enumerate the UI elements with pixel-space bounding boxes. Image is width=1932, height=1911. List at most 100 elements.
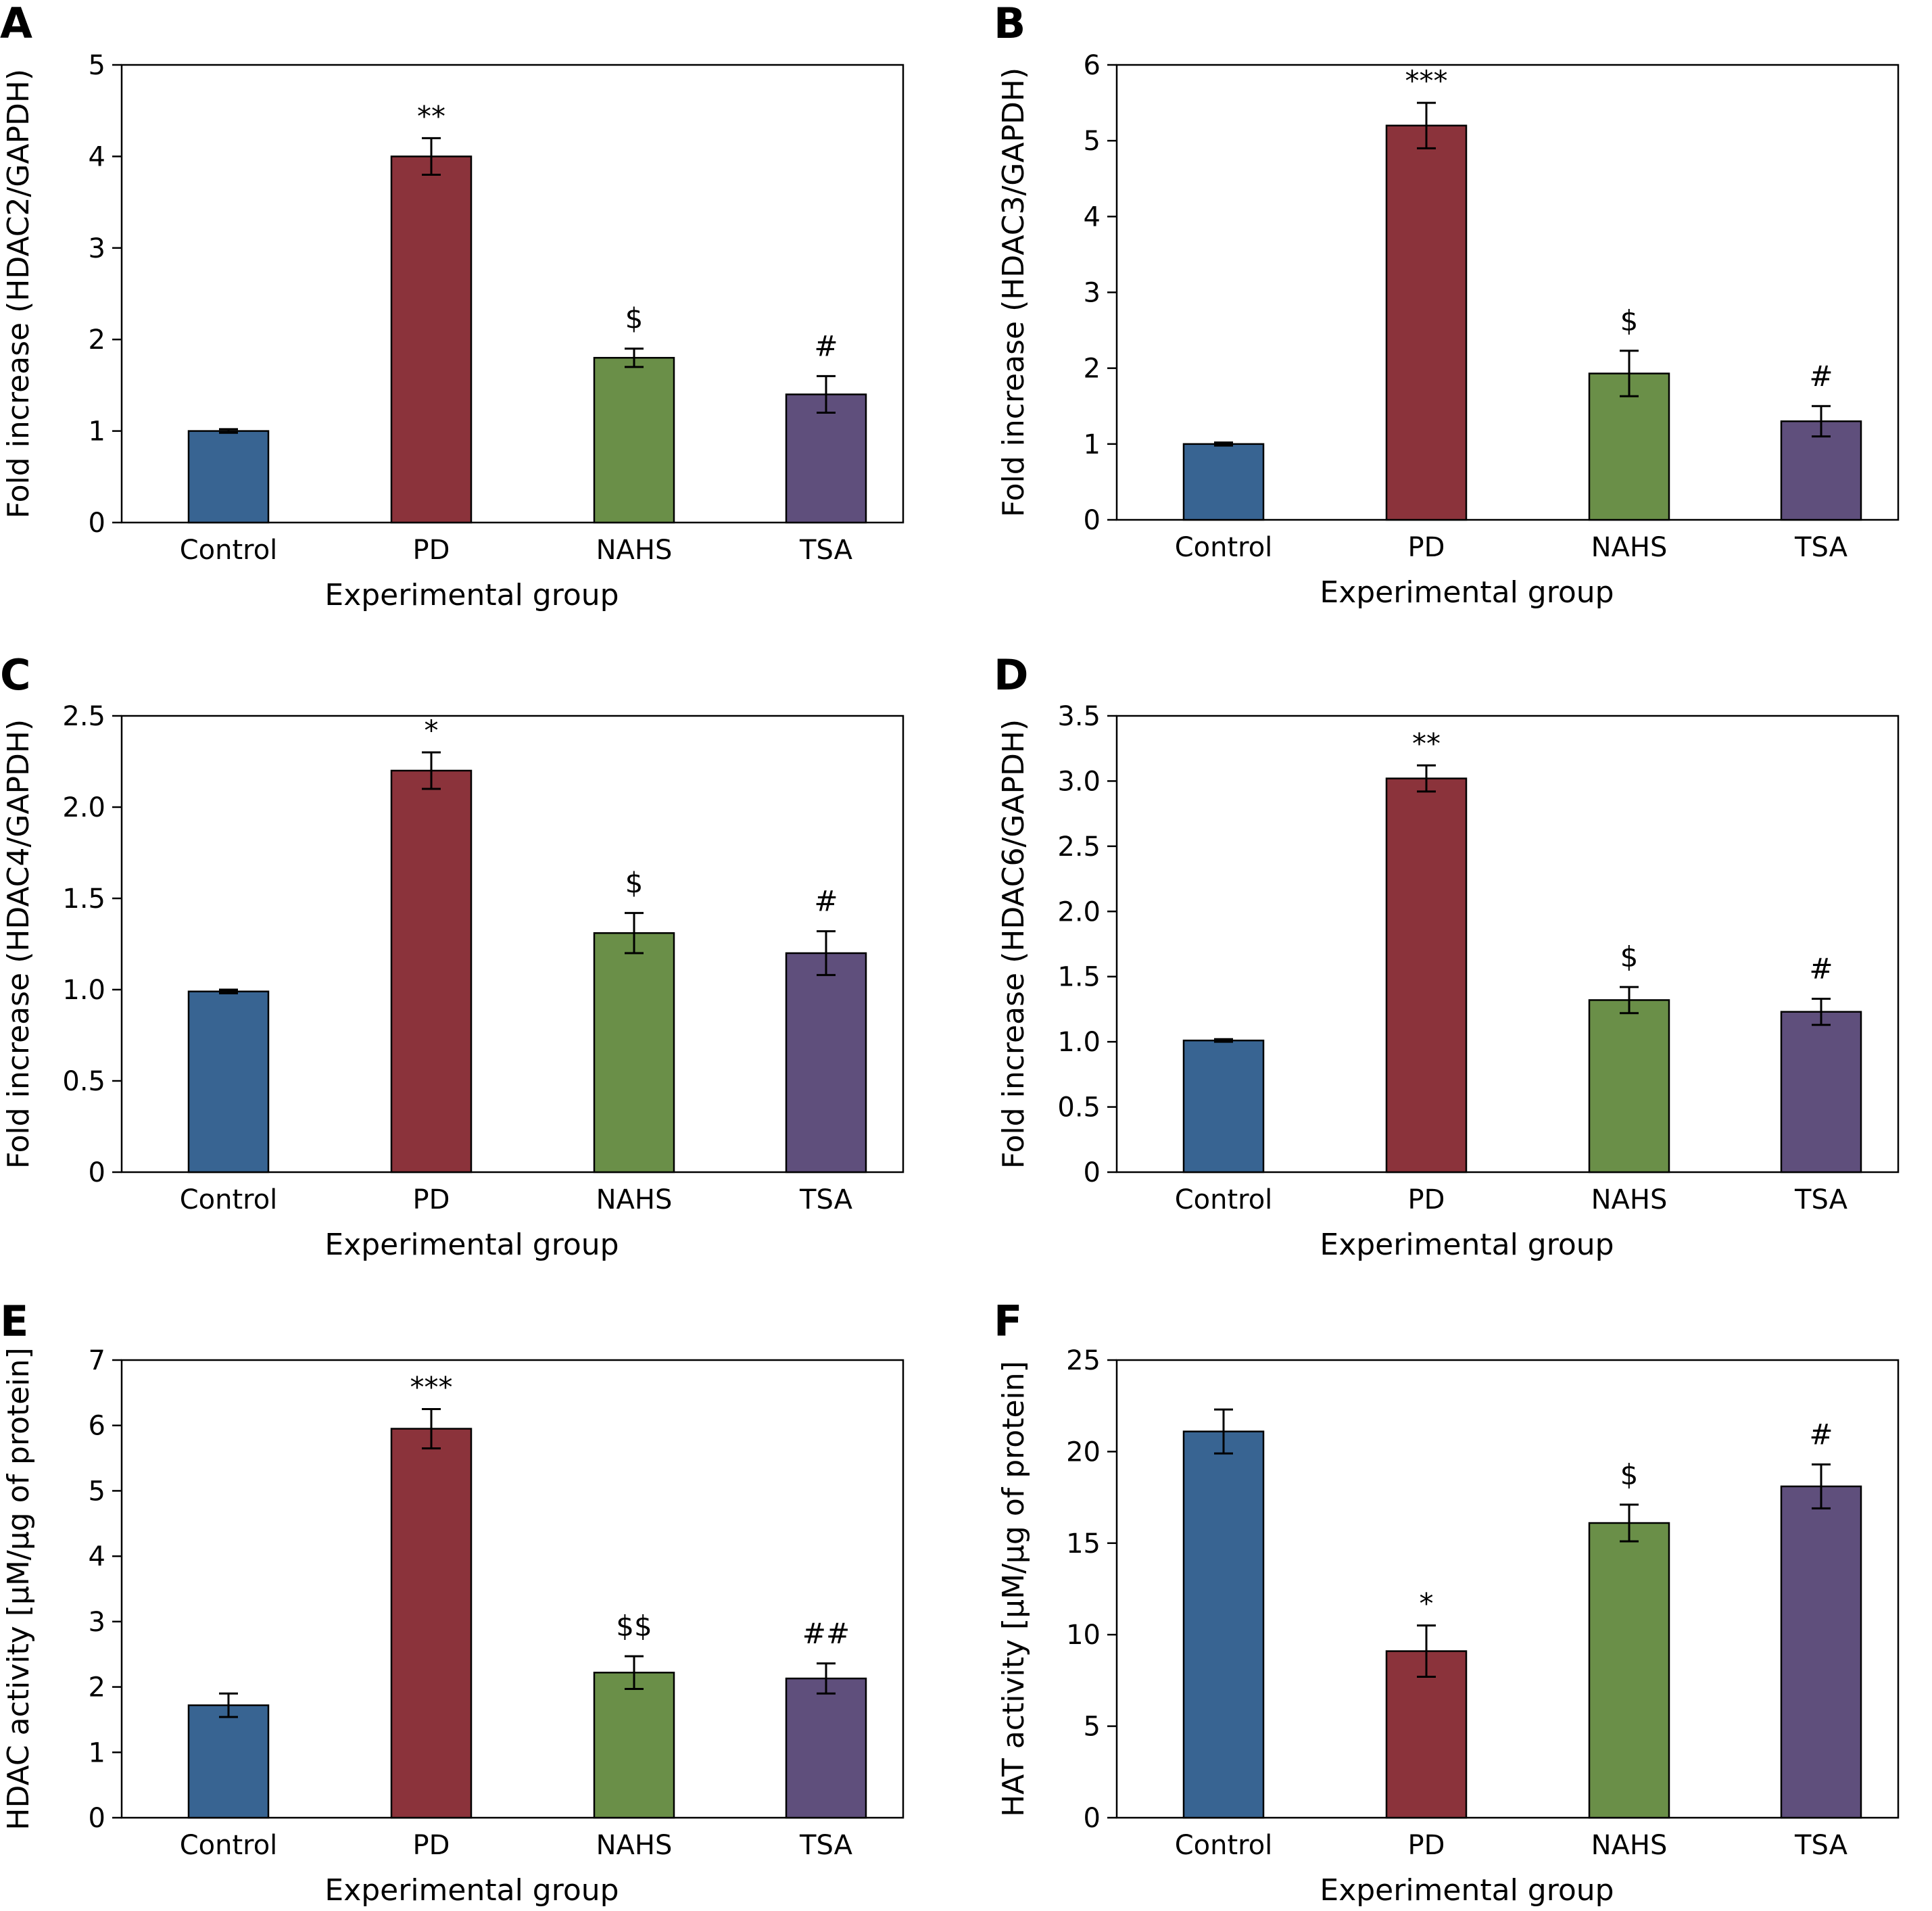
- bar-control: [1182, 443, 1265, 521]
- bar-nahs: [593, 1672, 675, 1819]
- y-tick-label: 2.0: [62, 792, 105, 823]
- y-tick-label: 5: [1084, 1712, 1101, 1743]
- y-tick-label: 3.0: [1057, 766, 1101, 797]
- significance-label: #: [814, 329, 838, 362]
- chart-panel-d: D 0 0.5 1.0 1.5 2.0 2.5 3.0 3.5 Control ** PD $ NAHS #…: [994, 650, 1900, 1262]
- error-bar: [1214, 1038, 1233, 1043]
- error-bar: [625, 347, 644, 368]
- y-tick-label: 0: [89, 1157, 105, 1188]
- y-axis-title: Fold increase (HDAC4/GAPDH): [1, 719, 36, 1169]
- bar-tsa: [1780, 1485, 1862, 1819]
- y-axis-title: Fold increase (HDAC2/GAPDH): [1, 69, 36, 518]
- y-tick-label: 2.5: [1057, 831, 1101, 863]
- bar-nahs: [593, 357, 675, 524]
- error-bar: [1214, 441, 1233, 447]
- significance-label: **: [417, 99, 445, 132]
- chart-panel-e: E 0 1 2 3 4 5 6 7 Control *** PD $$ NAHS ## TSA Experime…: [0, 1297, 904, 1908]
- bar-pd: [1385, 777, 1468, 1174]
- y-tick-label: 2.0: [1057, 896, 1101, 927]
- panel-letter: D: [994, 650, 1028, 700]
- y-axis-title: HAT activity [µM/µg of protein]: [996, 1361, 1031, 1817]
- x-tick-label: NAHS: [1591, 532, 1668, 563]
- plot-frame: [120, 64, 904, 524]
- x-tick-label: TSA: [1794, 1830, 1848, 1861]
- error-bar: [422, 137, 441, 176]
- bar-nahs: [1588, 372, 1670, 521]
- bar-pd: [390, 769, 473, 1174]
- error-bar: [1620, 986, 1639, 1015]
- x-tick-label: PD: [413, 1830, 450, 1861]
- y-tick-label: 3: [89, 233, 105, 264]
- x-tick-label: PD: [1408, 1184, 1445, 1215]
- x-tick-label: TSA: [799, 1830, 853, 1861]
- error-bar: [1214, 1408, 1233, 1455]
- y-tick-label: 1.0: [62, 975, 105, 1006]
- x-tick-label: TSA: [799, 1184, 853, 1215]
- error-bar: [817, 930, 836, 976]
- chart-panel-a: A 0 1 2 3 4 5 Control ** PD $ NAHS # TSA Experimental …: [0, 0, 904, 612]
- x-tick-label: NAHS: [596, 1830, 673, 1861]
- error-bar: [1812, 1463, 1831, 1509]
- error-bar: [817, 374, 836, 414]
- significance-label: ***: [410, 1371, 453, 1404]
- significance-label: *: [425, 714, 439, 747]
- y-tick-label: 4: [89, 141, 105, 172]
- plot-frame: [120, 1359, 904, 1819]
- panel-letter: B: [994, 0, 1025, 48]
- x-axis-title: Experimental group: [1320, 575, 1614, 610]
- bar-tsa: [785, 952, 867, 1174]
- panel-letter: C: [0, 650, 31, 700]
- bar-tsa: [785, 1677, 867, 1819]
- y-tick-label: 10: [1066, 1620, 1101, 1651]
- x-axis-title: Experimental group: [1320, 1873, 1614, 1908]
- x-tick-label: PD: [413, 535, 450, 566]
- y-tick-label: 4: [1084, 201, 1101, 233]
- y-tick-label: 25: [1066, 1345, 1101, 1376]
- plot-frame: [120, 715, 904, 1174]
- x-axis-title: Experimental group: [324, 1228, 619, 1262]
- y-axis-title: Fold increase (HDAC6/GAPDH): [996, 719, 1031, 1169]
- plot-frame: [1115, 1359, 1900, 1819]
- bar-nahs: [1588, 1522, 1670, 1819]
- y-tick-label: 0: [89, 508, 105, 539]
- y-tick-label: 1: [89, 416, 105, 447]
- x-tick-label: NAHS: [1591, 1830, 1668, 1861]
- y-tick-label: 0: [1084, 1157, 1101, 1188]
- bar-control: [187, 990, 270, 1174]
- y-tick-label: 0.5: [1057, 1092, 1101, 1123]
- x-axis-title: Experimental group: [1320, 1228, 1614, 1262]
- y-tick-label: 2.5: [62, 701, 105, 732]
- x-tick-label: NAHS: [596, 535, 673, 566]
- y-tick-label: 7: [89, 1345, 105, 1376]
- x-tick-label: TSA: [799, 535, 853, 566]
- y-tick-label: 3: [1084, 278, 1101, 309]
- x-tick-label: Control: [180, 535, 278, 566]
- bar-pd: [1385, 124, 1468, 521]
- chart-panel-f: F 0 5 10 15 20 25 Control * PD $ NAHS # TSA Experiment…: [994, 1297, 1900, 1908]
- y-tick-label: 6: [89, 1411, 105, 1442]
- y-tick-label: 3: [89, 1607, 105, 1638]
- y-tick-label: 1: [1084, 429, 1101, 460]
- y-axis-title: Fold increase (HDAC3/GAPDH): [996, 68, 1031, 517]
- error-bar: [422, 751, 441, 790]
- error-bar: [1620, 349, 1639, 397]
- error-bar: [1417, 764, 1436, 793]
- y-tick-label: 15: [1066, 1528, 1101, 1559]
- error-bar: [625, 912, 644, 954]
- error-bar: [1812, 405, 1831, 438]
- plot-frame: [1115, 715, 1900, 1174]
- significance-label: $: [1620, 1458, 1639, 1491]
- significance-label: ***: [1405, 64, 1448, 97]
- error-bar: [1620, 1503, 1639, 1543]
- panel-letter: E: [0, 1297, 28, 1346]
- chart-panel-c: C 0 0.5 1.0 1.5 2.0 2.5 Control * PD $ NAHS # TSA Expe…: [0, 650, 904, 1262]
- x-tick-label: Control: [180, 1184, 278, 1215]
- y-tick-label: 0: [1084, 1803, 1101, 1834]
- significance-label: $: [1620, 304, 1639, 337]
- x-tick-label: PD: [413, 1184, 450, 1215]
- x-tick-label: Control: [1175, 1184, 1273, 1215]
- bar-nahs: [593, 932, 675, 1174]
- error-bar: [625, 1655, 644, 1690]
- y-tick-label: 5: [89, 50, 105, 81]
- significance-label: ##: [802, 1617, 850, 1650]
